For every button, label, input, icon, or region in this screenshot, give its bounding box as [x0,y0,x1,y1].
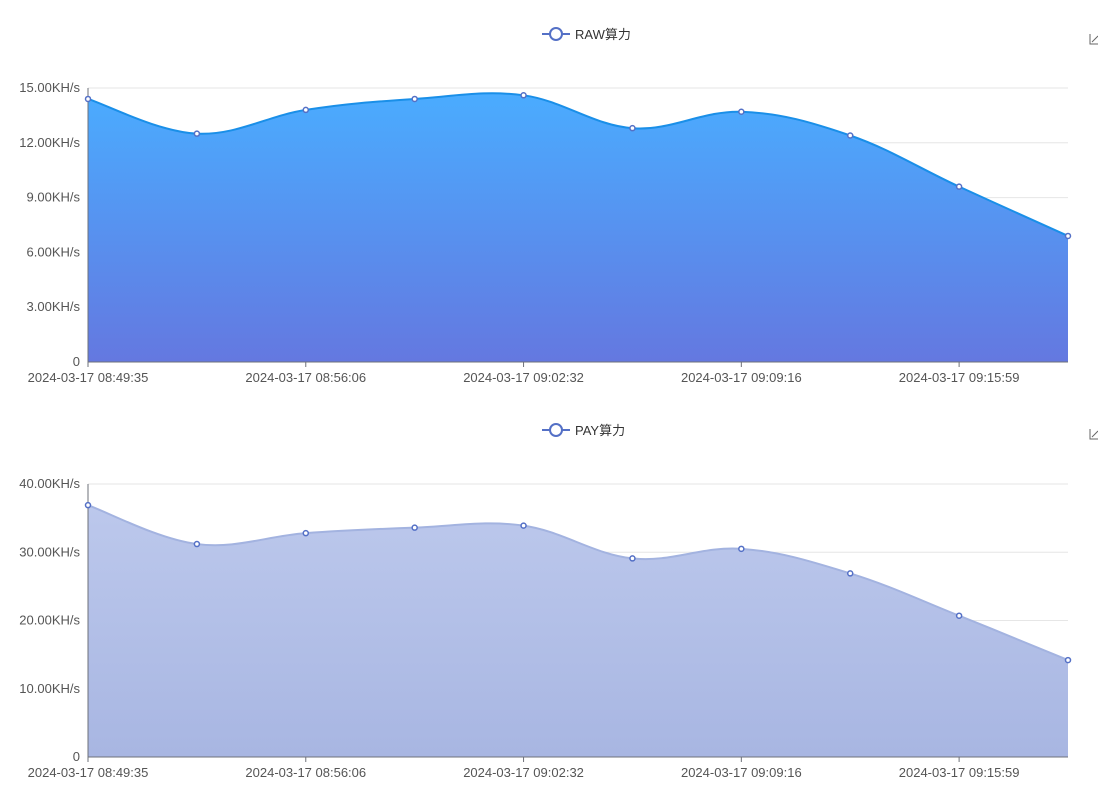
series-line [87,504,1069,662]
data-point[interactable] [846,570,854,577]
y-tick-label: 0 [73,749,80,764]
legend-marker-icon [549,423,563,437]
data-point[interactable] [738,545,745,553]
data-point[interactable] [1064,656,1072,664]
data-point[interactable] [411,95,418,103]
y-tick-label: 30.00KH/s [19,544,80,559]
data-point[interactable] [1064,232,1072,240]
data-point[interactable] [193,130,201,137]
legend-item[interactable]: PAY算力 [542,423,625,438]
y-tick-label: 9.00KH/s [27,190,81,205]
data-point[interactable] [629,124,636,132]
x-tick-label: 2024-03-17 08:56:06 [245,765,366,780]
y-tick-label: 10.00KH/s [19,681,80,696]
legend-label: PAY算力 [575,423,625,438]
data-point[interactable] [411,524,418,531]
y-tick-label: 0 [73,354,80,369]
data-point[interactable] [84,95,92,103]
x-tick-label: 2024-03-17 09:02:32 [463,370,584,385]
data-point[interactable] [302,529,310,537]
data-point[interactable] [629,555,636,562]
chart-1: RAW算力 0 3.00KH/s 6.00KH/s 9.00KH/s 12.00KH/s 1… [19,27,1098,385]
data-zoom-icon[interactable] [1089,34,1098,45]
x-tick-label: 2024-03-17 08:56:06 [245,370,366,385]
chart-2: PAY算力 0 10.00KH/s 20.00KH/s 30.00KH/s 40.00KH… [19,423,1098,780]
legend-label: RAW算力 [575,27,631,42]
data-point[interactable] [193,540,201,548]
data-point[interactable] [84,501,92,509]
data-point[interactable] [955,612,963,619]
x-tick-label: 2024-03-17 08:49:35 [28,765,149,780]
series-line [87,92,1069,237]
data-point[interactable] [302,106,310,114]
x-tick-label: 2024-03-17 09:09:16 [681,765,802,780]
data-point[interactable] [846,132,854,139]
data-zoom-icon[interactable] [1089,429,1098,440]
legend-marker-icon [549,27,563,41]
y-tick-label: 15.00KH/s [19,80,80,95]
y-tick-label: 20.00KH/s [19,613,80,628]
x-tick-label: 2024-03-17 09:09:16 [681,370,802,385]
x-tick-label: 2024-03-17 09:02:32 [463,765,584,780]
y-tick-label: 12.00KH/s [19,135,80,150]
data-point[interactable] [520,92,527,99]
y-tick-label: 3.00KH/s [27,299,81,314]
data-point[interactable] [520,522,527,529]
y-tick-label: 6.00KH/s [27,244,81,259]
x-tick-label: 2024-03-17 09:15:59 [899,370,1020,385]
x-tick-label: 2024-03-17 09:15:59 [899,765,1020,780]
series-area [88,505,1068,757]
legend-item[interactable]: RAW算力 [542,27,631,42]
data-point[interactable] [738,108,745,115]
x-tick-label: 2024-03-17 08:49:35 [28,370,149,385]
y-tick-label: 40.00KH/s [19,476,80,491]
series-area [88,93,1068,362]
data-point[interactable] [955,183,963,190]
